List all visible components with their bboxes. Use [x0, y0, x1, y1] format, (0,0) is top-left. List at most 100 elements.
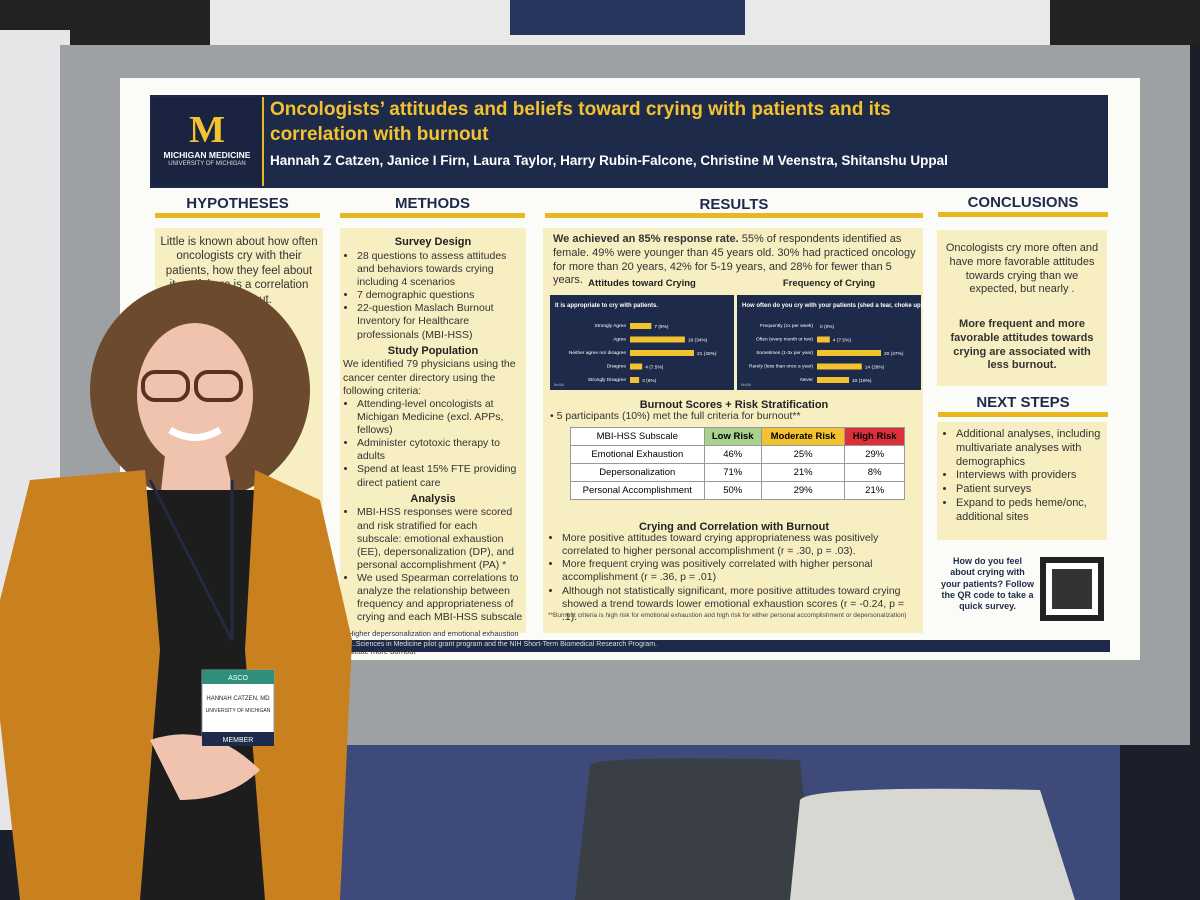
- table-cell: 21%: [844, 481, 905, 500]
- blazer: [245, 470, 352, 900]
- funding: ...Sciences in Medicine pilot grant prog…: [350, 641, 657, 648]
- list-item: 22-question Maslach Burnout Inventory fo…: [357, 302, 523, 341]
- chart-note: N=54: [554, 382, 564, 387]
- table-row: Emotional Exhaustion 46% 25% 29%: [570, 445, 905, 464]
- category-label: Sometimes (1-3x per year): [756, 350, 813, 356]
- logo-name: MICHIGAN MEDICINE: [163, 150, 251, 160]
- bar: [817, 350, 881, 356]
- heading-rule: [545, 213, 923, 218]
- list: Additional analyses, including multivari…: [942, 428, 1104, 524]
- bar: [630, 350, 694, 356]
- table-row: Personal Accomplishment 50% 29% 21%: [570, 481, 905, 500]
- footer-band: [340, 640, 1110, 652]
- table-cell: Depersonalization: [570, 463, 705, 482]
- list-item: Attending-level oncologists at Michigan …: [357, 398, 523, 437]
- emphasis: We achieved an 85% response rate.: [553, 233, 739, 245]
- next-steps: Additional analyses, including multivari…: [942, 428, 1104, 524]
- table-cell: 50%: [703, 481, 762, 500]
- sub-heading: Burnout Scores + Risk Stratification: [639, 399, 829, 411]
- sub-heading: Study Population: [387, 344, 479, 357]
- qr-text: How do you feel about crying with your p…: [940, 556, 1034, 611]
- table-cell: Emotional Exhaustion: [570, 445, 705, 464]
- bar: [817, 377, 849, 383]
- bar: [630, 336, 685, 343]
- header-band: [150, 95, 1108, 188]
- qr-code-center: [1052, 569, 1092, 609]
- list: Attending-level oncologists at Michigan …: [343, 398, 523, 490]
- blazer: [0, 470, 160, 900]
- panel: [937, 422, 1107, 540]
- list-item: 7 demographic questions: [357, 289, 523, 302]
- category-label: Often (every month or two): [756, 337, 813, 343]
- bar: [630, 323, 652, 329]
- table-row: MBI-HSS Subscale Low Risk Moderate Risk Hig…: [570, 427, 905, 446]
- section-heading: METHODS: [395, 195, 470, 212]
- value-label: 21 (40%): [697, 351, 717, 357]
- footnote: * Higher depersonalization and emotional…: [343, 628, 519, 657]
- lanyard: [148, 479, 234, 641]
- list-item: Interviews with providers: [956, 469, 1104, 483]
- header-divider: [262, 97, 264, 186]
- paragraph: • 5 participants (10%) met the full crit…: [550, 410, 801, 422]
- logo-sub: UNIVERSITY OF MICHIGAN: [168, 161, 246, 167]
- table-header: Moderate Risk: [760, 427, 846, 446]
- panel: [937, 230, 1107, 386]
- value-label: 4 (7.5%): [645, 365, 664, 371]
- logo-mark: M: [189, 109, 225, 151]
- conclusion-text: Oncologists cry more often and have more…: [945, 242, 1099, 296]
- heading-rule: [938, 412, 1108, 417]
- value-label: 20 (47%): [884, 351, 904, 357]
- sub-heading: Survey Design: [394, 236, 472, 248]
- section-heading: RESULTS: [699, 196, 769, 213]
- paragraph: We identified 79 physicians using the ca…: [343, 358, 516, 397]
- logo-box: [152, 97, 262, 186]
- value-label: 7 (9%): [654, 324, 669, 330]
- table-cell: 25%: [760, 445, 846, 464]
- value-label: 3 (6%): [642, 378, 657, 384]
- authors: Hannah Z Catzen, Janice I Firn, Laura Ta…: [270, 153, 948, 168]
- table-cell: 8%: [844, 463, 905, 482]
- chart-title: It is appropriate to cry with patients.: [555, 303, 658, 309]
- badge-text: ASCO: [228, 675, 248, 682]
- category-label: Strongly Agree: [595, 323, 627, 329]
- glasses: [194, 370, 243, 402]
- value-label: 14 (28%): [865, 365, 885, 371]
- list-item: MBI-HSS responses were scored and risk s…: [357, 506, 523, 572]
- list-item: 28 questions to assess attitudes and beh…: [357, 250, 523, 289]
- chair: [790, 788, 1075, 900]
- badge-band: [202, 732, 274, 746]
- table-header: MBI-HSS Subscale: [570, 427, 705, 446]
- list-item: We used Spearman correlations to analyze…: [357, 572, 523, 625]
- conclusion-text: More frequent and more favorable attitud…: [950, 318, 1094, 372]
- chair: [575, 758, 815, 900]
- bar: [630, 377, 640, 383]
- badge-text: MEMBER: [223, 737, 254, 744]
- footnote: **Burnout criteria is high risk for emot…: [548, 612, 907, 619]
- bar: [817, 363, 862, 370]
- heading-rule: [340, 213, 525, 218]
- bar: [630, 363, 643, 370]
- chart-heading: Attitudes toward Crying: [588, 278, 696, 289]
- correlation-list: More positive attitudes toward crying ap…: [548, 532, 920, 624]
- bar: [817, 336, 830, 343]
- category-label: Strongly Disagree: [588, 377, 626, 383]
- heading-rule: [938, 212, 1108, 217]
- panel: [340, 228, 526, 633]
- face: [137, 323, 253, 467]
- list: 28 questions to assess attitudes and beh…: [343, 250, 523, 342]
- list-item: Although not statistically significant, …: [562, 585, 920, 624]
- section-heading: CONCLUSIONS: [967, 194, 1079, 211]
- category-label: Frequently (1x per week): [760, 323, 813, 329]
- table-cell: 29%: [760, 481, 846, 500]
- badge-text: UNIVERSITY OF MICHIGAN: [206, 708, 271, 714]
- risk-table: MBI-HSS Subscale Low Risk Moderate Risk Hig…: [570, 427, 905, 500]
- poster-title: Oncologists’ attitudes and beliefs towar…: [270, 99, 891, 145]
- category-label: Rarely (less than once a year): [749, 364, 813, 370]
- list: More positive attitudes toward crying ap…: [548, 532, 920, 624]
- hands: [150, 734, 260, 800]
- heading-rule: [155, 213, 320, 218]
- chart-title: How often do you cry with your patients …: [742, 303, 927, 309]
